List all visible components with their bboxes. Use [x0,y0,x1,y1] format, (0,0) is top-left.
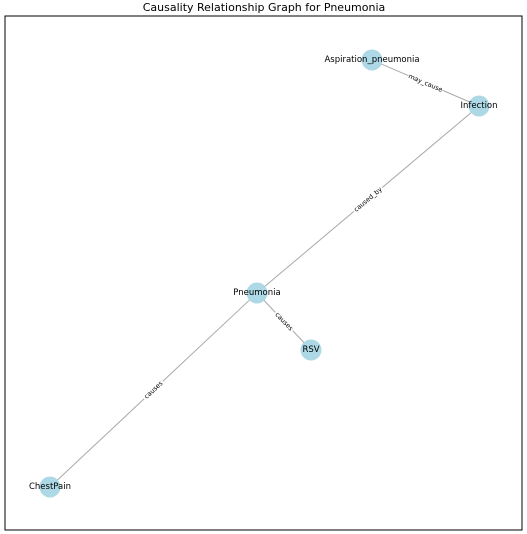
node-pneumonia [246,282,268,304]
node-label-pneumonia: Pneumonia [233,288,280,298]
node-aspiration [361,49,383,71]
edge-label-group: causes [271,309,297,334]
node-rsv [300,339,322,361]
edge-label-background [271,309,297,334]
edge-label: caused_by [352,185,384,213]
node-chestpain [39,476,61,498]
node-label-infection: Infection [460,101,497,111]
edge-label: may_cause [407,72,444,94]
edge-label-group: caused_by [350,184,386,215]
node-label-aspiration: Aspiration_pneumonia [324,55,419,65]
plot-frame [4,15,523,531]
edge-label-group: may_cause [406,71,445,95]
edge-label-background [350,184,386,215]
edge-label-background [406,71,445,95]
node-label-chestpain: ChestPain [29,482,71,492]
edge-label: causes [273,311,295,333]
edge-label-group: causes [141,378,166,402]
node-label-rsv: RSV [302,345,319,355]
edge-label-background [141,378,166,402]
nodes-layer: Aspiration_pneumonia Infection Pneumonia RS… [29,49,498,498]
edge-label: causes [143,379,165,401]
node-infection [468,95,490,117]
graph-title: Causality Relationship Graph for Pneumon… [143,1,386,14]
